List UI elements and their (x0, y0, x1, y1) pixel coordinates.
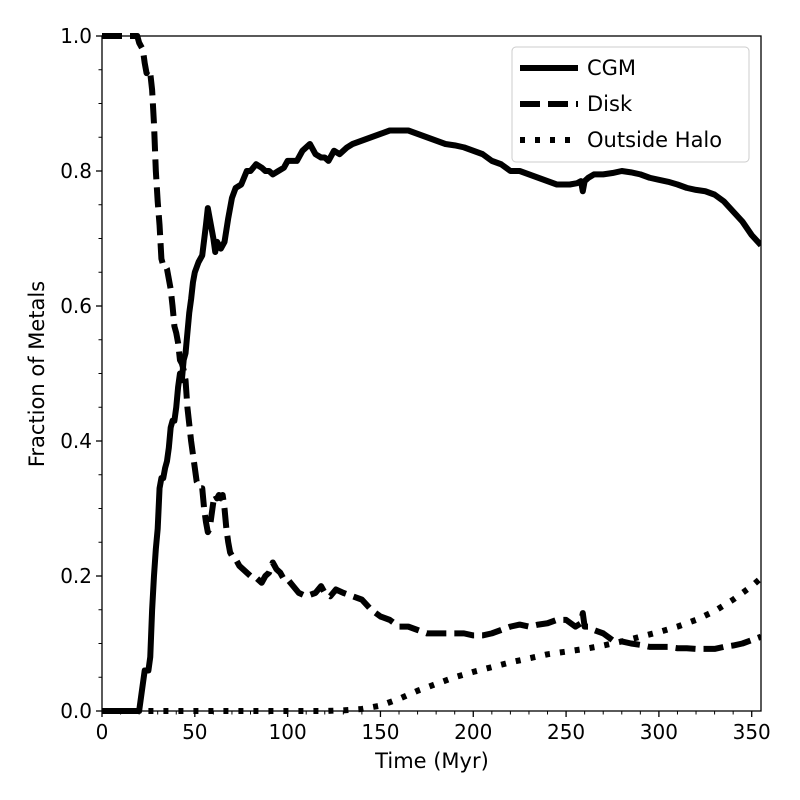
y-tick-label: 0.0 (60, 699, 92, 723)
x-tick-label: 300 (640, 720, 678, 744)
legend-label: Outside Halo (587, 128, 722, 152)
y-tick-label: 0.2 (60, 564, 92, 588)
y-tick-label: 1.0 (60, 24, 92, 48)
series-layer (102, 33, 761, 714)
y-tick-label: 0.8 (60, 159, 92, 183)
x-tick-label: 150 (361, 720, 399, 744)
x-tick-label: 100 (269, 720, 307, 744)
series-line-disk (102, 33, 761, 652)
legend-label: Disk (587, 92, 633, 116)
axes-layer: 0 50 100 150 200 250 300 350 0.0 0.2 0.4 0.6 0.8 1.0 (60, 24, 771, 744)
x-tick-label: 200 (454, 720, 492, 744)
series-line-outside-halo (148, 575, 761, 714)
y-tick-label: 0.4 (60, 429, 92, 453)
legend-label: CGM (587, 56, 636, 80)
y-axis-label: Fraction of Metals (25, 281, 49, 467)
x-tick-label: 250 (547, 720, 585, 744)
y-tick-label: 0.6 (60, 294, 92, 318)
x-tick-label: 350 (733, 720, 771, 744)
legend: CGM Disk Outside Halo (511, 46, 750, 163)
x-tick-label: 50 (182, 720, 207, 744)
legend-box (511, 46, 750, 163)
x-tick-label: 0 (96, 720, 109, 744)
x-axis-label: Time (Myr) (374, 749, 489, 773)
series-line-cgm (102, 127, 761, 714)
